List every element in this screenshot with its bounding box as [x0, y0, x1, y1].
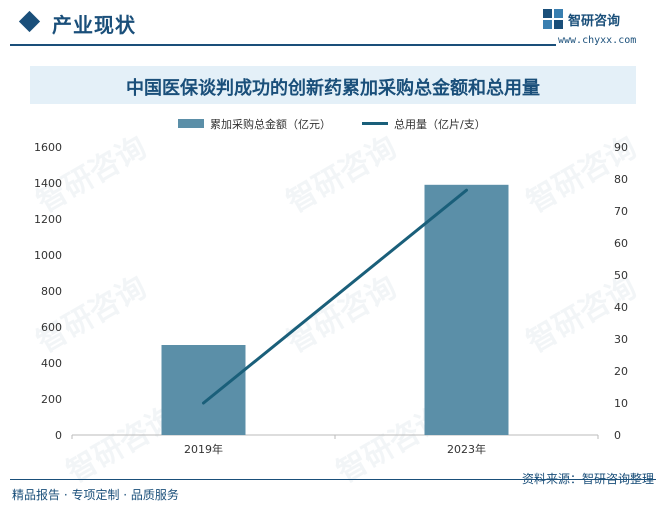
y-left-tick-label: 1200: [34, 213, 62, 226]
y-right-tick-label: 20: [614, 365, 628, 378]
bar: [161, 345, 246, 435]
legend-label-bar: 累加采购总金额（亿元）: [210, 118, 331, 131]
chart-title: 中国医保谈判成功的创新药累加采购总金额和总用量: [126, 78, 540, 99]
chart-title-band: 中国医保谈判成功的创新药累加采购总金额和总用量: [30, 66, 636, 104]
x-tick-label: 2023年: [447, 442, 486, 456]
y-left-tick-label: 0: [55, 429, 62, 442]
y-left-tick-label: 200: [41, 393, 62, 406]
y-right-tick-label: 30: [614, 333, 628, 346]
legend: 累加采购总金额（亿元） 总用量（亿片/支）: [0, 116, 666, 132]
bar: [424, 184, 509, 435]
y-right-tick-label: 80: [614, 173, 628, 186]
y-left-tick-label: 400: [41, 357, 62, 370]
series-line: [202, 188, 468, 405]
legend-bar-swatch: [178, 119, 204, 128]
y-left-tick-label: 800: [41, 285, 62, 298]
y-right-tick-label: 0: [614, 429, 621, 442]
y-right-tick-label: 40: [614, 301, 628, 314]
legend-item-line: 总用量（亿片/支）: [362, 116, 512, 132]
y-right-tick-label: 10: [614, 397, 628, 410]
legend-label-line: 总用量（亿片/支）: [394, 118, 486, 131]
section-title: 产业现状: [52, 13, 136, 37]
x-tick-label: 2019年: [184, 442, 223, 456]
y-left-tick-label: 1600: [34, 141, 62, 154]
footer-divider: [10, 479, 656, 480]
y-left-tick-label: 1000: [34, 249, 62, 262]
footer-tagline: 精品报告 · 专项定制 · 品质服务: [12, 488, 179, 502]
y-right-tick-label: 50: [614, 269, 628, 282]
y-right-tick-label: 70: [614, 205, 628, 218]
y-left-tick-label: 1400: [34, 177, 62, 190]
brand: 智研咨询 www.chyxx.com: [542, 8, 652, 48]
y-left-tick-label: 600: [41, 321, 62, 334]
y-right-tick-label: 90: [614, 141, 628, 154]
brand-name: 智研咨询: [568, 14, 621, 29]
header: 产业现状 智研咨询 www.chyxx.com: [0, 0, 666, 50]
brand-url: www.chyxx.com: [558, 35, 637, 46]
legend-line-swatch: [362, 122, 388, 125]
brand-logo-icon: [543, 9, 563, 29]
legend-item-bar: 累加采购总金额（亿元）: [178, 116, 348, 132]
header-divider: [10, 44, 556, 46]
y-right-tick-label: 60: [614, 237, 628, 250]
